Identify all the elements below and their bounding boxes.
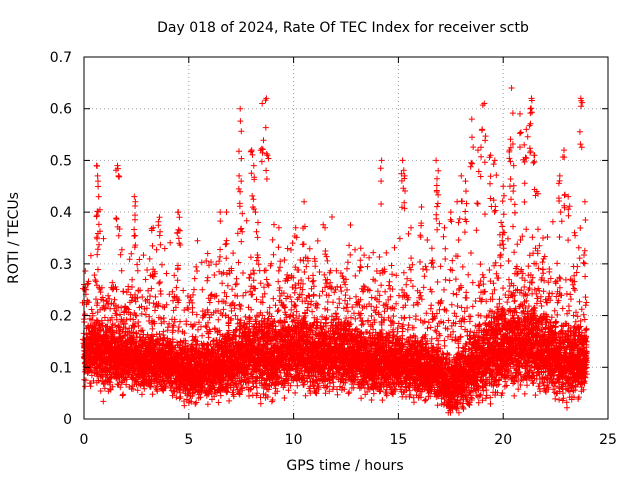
y-tick-label: 0.1 [50,360,72,376]
grid-lines [84,57,608,419]
x-tick-label: 20 [494,432,512,448]
y-tick-label: 0.6 [50,102,72,118]
x-axis-label: GPS time / hours [286,458,403,474]
y-tick-label: 0.3 [50,257,72,273]
plot-frame [83,56,609,420]
y-tick-label: 0.7 [50,50,72,66]
x-tick-label: 15 [389,432,407,448]
x-tick-label: 25 [599,432,617,448]
x-tick-label: 0 [80,432,89,448]
data-points [79,85,590,416]
scatter-markers [79,85,590,416]
y-axis-label: ROTI / TECUs [6,192,22,284]
axis-ticks: 0 5 10 15 20 25 0 0.1 0.2 0.3 0.4 0.5 0.6 0.7 [50,50,617,448]
y-tick-label: 0.4 [50,205,72,221]
y-tick-label: 0.2 [50,309,72,325]
x-tick-label: 5 [184,432,193,448]
y-tick-label: 0 [63,412,72,428]
x-tick-label: 10 [285,432,303,448]
chart-title: Day 018 of 2024, Rate Of TEC Index for r… [157,20,529,36]
y-tick-label: 0.5 [50,153,72,169]
